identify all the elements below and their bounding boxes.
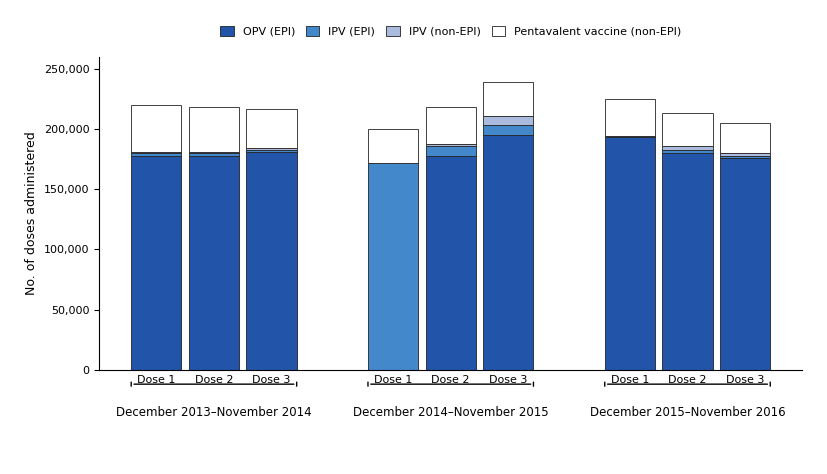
Bar — [131, 153, 181, 155]
Bar — [662, 153, 713, 370]
Bar — [131, 155, 181, 370]
Bar — [189, 152, 239, 153]
Bar — [483, 116, 533, 126]
Bar — [246, 152, 297, 370]
Bar — [368, 163, 418, 370]
Bar — [605, 99, 655, 137]
Bar — [720, 155, 770, 158]
Bar — [720, 153, 770, 155]
Bar — [426, 155, 476, 370]
Bar — [662, 146, 713, 149]
Bar — [189, 108, 239, 152]
Bar — [426, 108, 476, 144]
Bar — [483, 82, 533, 116]
Bar — [246, 109, 297, 148]
Bar — [662, 149, 713, 153]
Bar — [662, 113, 713, 146]
Bar — [246, 148, 297, 149]
Bar — [131, 105, 181, 152]
Bar — [720, 158, 770, 370]
Bar — [368, 129, 418, 163]
Bar — [189, 153, 239, 155]
Bar — [189, 155, 239, 370]
Bar — [483, 135, 533, 370]
Y-axis label: No. of doses administered: No. of doses administered — [26, 131, 38, 295]
Bar — [426, 144, 476, 146]
Bar — [131, 152, 181, 153]
Text: December 2015–November 2016: December 2015–November 2016 — [590, 406, 786, 419]
Bar — [483, 126, 533, 135]
Text: December 2014–November 2015: December 2014–November 2015 — [353, 406, 548, 419]
Text: December 2013–November 2014: December 2013–November 2014 — [116, 406, 312, 419]
Bar — [426, 146, 476, 155]
Bar — [720, 123, 770, 153]
Bar — [605, 137, 655, 370]
Bar — [246, 149, 297, 152]
Legend: OPV (EPI), IPV (EPI), IPV (non-EPI), Pentavalent vaccine (non-EPI): OPV (EPI), IPV (EPI), IPV (non-EPI), Pen… — [216, 22, 686, 41]
